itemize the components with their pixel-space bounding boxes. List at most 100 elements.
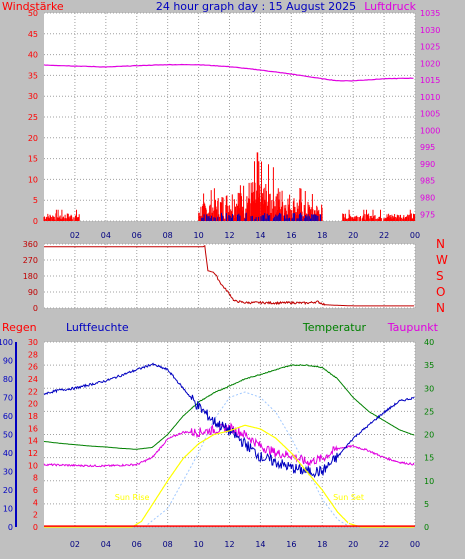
- x-tick-label: 00: [410, 540, 420, 549]
- wind-tick-label: 20: [28, 134, 38, 143]
- pressure-tick-label: 985: [420, 177, 435, 186]
- rain-tick-label: 10: [3, 505, 13, 514]
- rain-tick-label: 20: [3, 486, 13, 495]
- temperature-tick-label: 40: [424, 338, 434, 347]
- x-tick-label: 02: [70, 540, 80, 549]
- climate-series: [43, 362, 415, 528]
- temperature-tick-label: 25: [424, 407, 434, 416]
- wind-tick-label: 45: [28, 30, 38, 39]
- solar-line: [44, 424, 415, 528]
- x-tick-label: 18: [317, 540, 327, 549]
- rain-tick-label: 40: [3, 449, 13, 458]
- x-tick-label: 22: [379, 231, 389, 240]
- direction-tick-label: 0: [33, 304, 38, 313]
- temperature-label: Temperatur: [302, 321, 367, 334]
- humidity-tick-label: 0: [33, 523, 38, 532]
- wind-direction-grid: [44, 243, 416, 309]
- rain-tick-label: 100: [0, 338, 13, 347]
- x-tick-label: 20: [348, 540, 358, 549]
- wind-tick-label: 0: [33, 217, 38, 226]
- wind-direction-series: [44, 245, 415, 307]
- chart-title: 24 hour graph day : 15 August 2025: [156, 0, 356, 13]
- pressure-tick-label: 1020: [420, 59, 440, 68]
- humidity-tick-label: 6: [33, 486, 38, 495]
- wind-direction-line: [44, 245, 415, 307]
- rain-tick-label: 90: [3, 357, 13, 366]
- sunrise-marker: Sun Rise: [115, 493, 150, 525]
- direction-letter-s: S: [436, 269, 444, 283]
- axis-labels: 0510152025303540455097598098599099510001…: [0, 9, 440, 549]
- direction-letter-o: O: [436, 285, 445, 299]
- temperature-tick-label: 15: [424, 454, 434, 463]
- sunset-marker: Sun Set: [333, 493, 364, 525]
- dewpoint-label: Taupunkt: [387, 321, 439, 334]
- climate-grid: [44, 341, 416, 528]
- humidity-tick-label: 20: [28, 400, 38, 409]
- wind-tick-label: 50: [28, 9, 38, 18]
- x-tick-label: 12: [224, 540, 234, 549]
- temperature-tick-label: 0: [424, 523, 429, 532]
- humidity-tick-label: 12: [28, 449, 38, 458]
- humidity-tick-label: 16: [28, 424, 38, 433]
- temperature-tick-label: 30: [424, 384, 434, 393]
- sunrise-text: Sun Rise: [115, 493, 150, 502]
- wind-pressure-series: [43, 63, 416, 221]
- x-tick-label: 20: [348, 231, 358, 240]
- direction-letter-n-bottom: N: [436, 301, 445, 315]
- x-tick-label: 14: [255, 231, 265, 240]
- humidity-tick-label: 18: [28, 412, 38, 421]
- x-tick-label: 02: [70, 231, 80, 240]
- x-tick-label: 22: [379, 540, 389, 549]
- x-tick-label: 16: [286, 231, 296, 240]
- humidity-tick-label: 2: [33, 511, 38, 520]
- x-tick-label: 18: [317, 231, 327, 240]
- pressure-tick-label: 1035: [420, 9, 440, 18]
- x-tick-label: 08: [163, 540, 173, 549]
- humidity-tick-label: 30: [28, 338, 38, 347]
- pressure-tick-label: 1010: [420, 93, 440, 102]
- x-tick-label: 04: [101, 540, 111, 549]
- wind-tick-label: 15: [28, 155, 38, 164]
- humidity-label: Luftfeuchte: [66, 321, 129, 334]
- humidity-tick-label: 4: [33, 498, 38, 507]
- x-tick-label: 00: [410, 231, 420, 240]
- wind-gust-line: [201, 212, 321, 221]
- wind-tick-label: 35: [28, 71, 38, 80]
- x-tick-label: 10: [193, 540, 203, 549]
- humidity-tick-label: 14: [28, 437, 38, 446]
- wind-tick-label: 5: [33, 196, 38, 205]
- uv-line: [144, 391, 349, 528]
- direction-letter-n-top: N: [436, 237, 445, 251]
- wind-tick-label: 30: [28, 92, 38, 101]
- pressure-tick-label: 1000: [420, 126, 440, 135]
- humidity-tick-label: 10: [28, 461, 38, 470]
- rain-tick-label: 80: [3, 375, 13, 384]
- wind-axis-title: Windstärke: [2, 0, 64, 13]
- x-tick-label: 10: [193, 231, 203, 240]
- pressure-axis-title: Luftdruck: [364, 0, 416, 13]
- rain-tick-label: 60: [3, 412, 13, 421]
- rain-tick-label: 0: [8, 523, 13, 532]
- direction-tick-label: 360: [23, 240, 38, 249]
- x-tick-label: 16: [286, 540, 296, 549]
- rain-tick-label: 50: [3, 431, 13, 440]
- wind-tick-label: 25: [28, 113, 38, 122]
- temperature-tick-label: 5: [424, 500, 429, 509]
- pressure-tick-label: 975: [420, 210, 435, 219]
- sunset-text: Sun Set: [333, 493, 364, 502]
- direction-tick-label: 270: [23, 256, 38, 265]
- x-tick-label: 12: [224, 231, 234, 240]
- rain-tick-label: 70: [3, 394, 13, 403]
- humidity-tick-label: 22: [28, 387, 38, 396]
- pressure-tick-label: 1025: [420, 43, 440, 52]
- pressure-tick-label: 995: [420, 143, 435, 152]
- wind-tick-label: 40: [28, 51, 38, 60]
- humidity-tick-label: 8: [33, 474, 38, 483]
- pressure-tick-label: 1005: [420, 110, 440, 119]
- pressure-tick-label: 980: [420, 194, 435, 203]
- direction-tick-label: 90: [28, 288, 38, 297]
- rain-tick-label: 30: [3, 468, 13, 477]
- wind-pressure-grid: [44, 12, 416, 222]
